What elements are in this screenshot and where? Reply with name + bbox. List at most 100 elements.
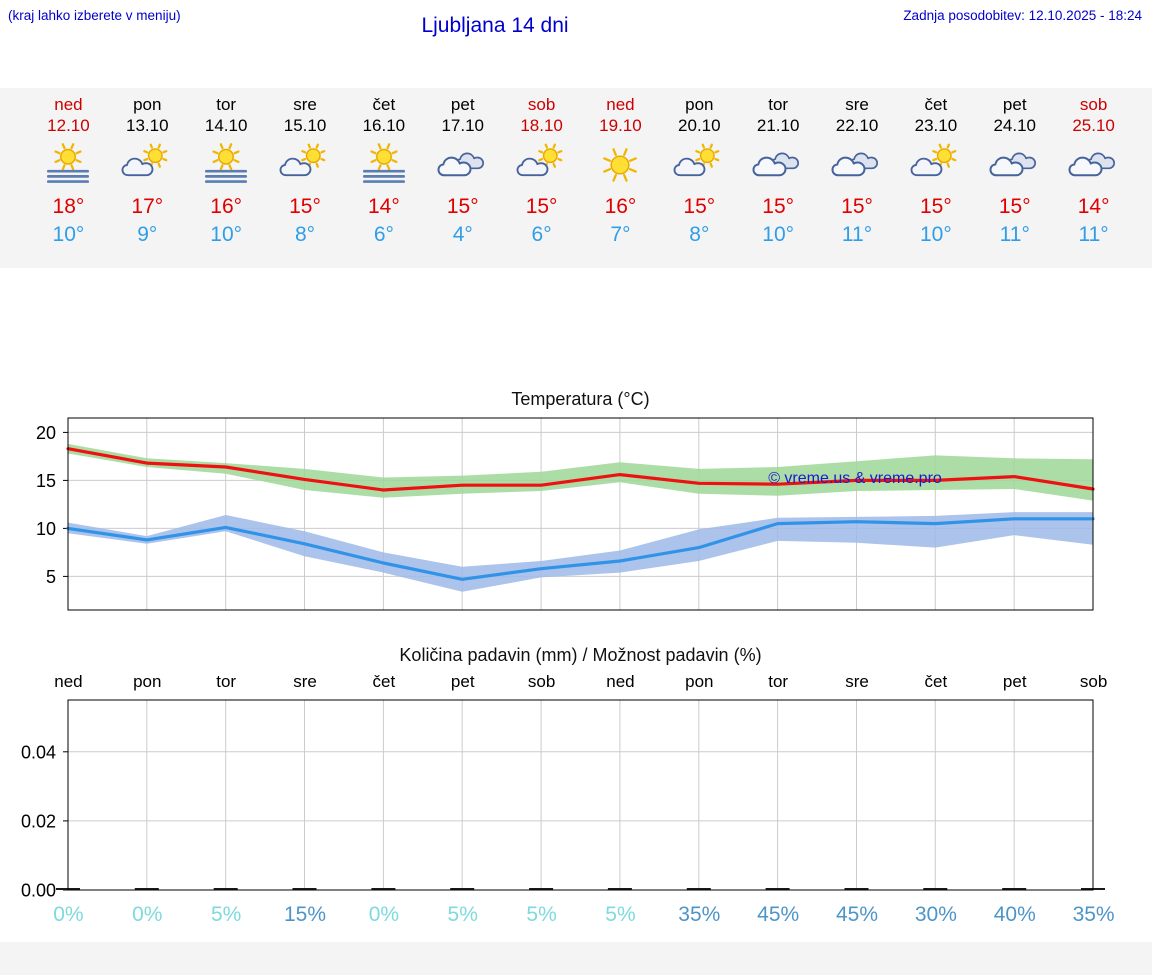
day-date: 19.10 (599, 116, 642, 135)
high-temp: 14° (1077, 195, 1110, 218)
day-name: ned (54, 95, 83, 114)
header-note: (kraj lahko izberete v meniju) (8, 8, 181, 23)
precip-percent: 40% (993, 903, 1036, 926)
high-temp: 15° (841, 195, 873, 218)
day-date: 15.10 (283, 116, 327, 135)
forecast-day: sob 18.10 15° 6° (502, 88, 581, 268)
day-name: čet (372, 95, 396, 114)
low-temp: 7° (610, 223, 631, 246)
precip-day-label: ned (54, 672, 83, 691)
forecast-day: pon 20.10 15° 8° (660, 88, 739, 268)
cloudy-icon (739, 141, 818, 189)
precip-day-label: čet (372, 672, 396, 691)
day-name: tor (216, 95, 237, 114)
high-temp: 18° (52, 195, 85, 218)
fog-sun-icon (344, 141, 423, 189)
precip-percent: 5% (605, 903, 636, 926)
precip-day-label: sre (845, 672, 869, 691)
precip-day-label: ned (606, 672, 635, 691)
low-temp: 6° (373, 223, 394, 246)
fog-sun-icon (29, 141, 108, 189)
svg-text:0.04: 0.04 (21, 742, 56, 762)
high-temp: 15° (762, 195, 795, 218)
day-name: pet (1002, 95, 1027, 114)
low-temp: 10° (762, 223, 795, 246)
day-date: 16.10 (362, 116, 406, 135)
forecast-day: ned 19.10 16° 7° (581, 88, 660, 268)
high-temp: 15° (446, 195, 479, 218)
low-temp: 10° (52, 223, 85, 246)
day-date: 17.10 (441, 116, 484, 135)
footer-strip (0, 942, 1152, 975)
forecast-day: pet 24.10 15° 11° (975, 88, 1054, 268)
high-temp: 15° (683, 195, 716, 218)
precip-day-label: pet (1002, 672, 1027, 691)
precip-day-label: tor (216, 672, 237, 691)
high-temp: 15° (525, 195, 558, 218)
forecast-day: tor 14.10 16° 10° (187, 88, 266, 268)
high-temp: 16° (604, 195, 637, 218)
svg-text:0.00: 0.00 (21, 881, 56, 899)
forecast-day: ned 12.10 18° 10° (29, 88, 108, 268)
day-name: ned (606, 95, 635, 114)
page-title: Ljubljana 14 dni (421, 14, 569, 37)
cloudy-icon (423, 141, 502, 189)
cloudy-icon (1054, 141, 1133, 189)
precip-percent: 0% (368, 903, 400, 926)
precip-day-labels: ned pon tor sre čet pet sob ned pon tor sre čet pet s… (29, 672, 1133, 692)
precipitation-chart: 0.00 0.02 0.04 (0, 698, 1152, 901)
low-temp: 9° (137, 223, 158, 246)
day-date: 24.10 (993, 116, 1037, 135)
low-temp: 11° (1078, 223, 1109, 246)
forecast-day: sob 25.10 14° 11° (1054, 88, 1133, 268)
high-temp: 16° (210, 195, 243, 218)
low-temp: 11° (841, 223, 873, 246)
precip-day-label: pet (450, 672, 475, 691)
day-date: 20.10 (678, 116, 721, 135)
day-name: sre (845, 95, 869, 114)
precip-percent: 5% (447, 903, 478, 926)
forecast-day: pon 13.10 17° 9° (108, 88, 187, 268)
day-name: čet (924, 95, 948, 114)
high-temp: 14° (367, 195, 400, 218)
precip-day-label: čet (924, 672, 948, 691)
low-temp: 4° (452, 223, 473, 246)
low-temp: 10° (210, 223, 243, 246)
day-name: pon (685, 95, 714, 114)
svg-text:20: 20 (36, 423, 56, 443)
watermark: © vreme.us & vreme.pro (768, 470, 942, 487)
svg-text:0.02: 0.02 (21, 811, 56, 831)
day-name: pon (133, 95, 162, 114)
day-name: sre (293, 95, 317, 114)
sunny-icon (581, 141, 660, 189)
forecast-day: sre 22.10 15° 11° (818, 88, 897, 268)
forecast-strip: ned 12.10 18° 10° pon 13.10 17° 9° tor 14.10 16° 10… (0, 88, 1152, 268)
low-temp: 8° (294, 223, 316, 246)
day-name: tor (768, 95, 789, 114)
day-date: 22.10 (835, 116, 879, 135)
cloudy-icon (818, 141, 897, 189)
cloudy-icon (975, 141, 1054, 189)
precipitation-chart-title: Količina padavin (mm) / Možnost padavin … (399, 645, 762, 665)
day-date: 21.10 (756, 116, 800, 135)
day-date: 13.10 (126, 116, 169, 135)
day-date: 18.10 (520, 116, 563, 135)
precip-percent: 45% (836, 903, 879, 926)
svg-text:15: 15 (36, 471, 56, 491)
partly-cloudy-icon (660, 141, 739, 189)
forecast-day: pet 17.10 15° 4° (423, 88, 502, 268)
precip-percent: 35% (1072, 903, 1115, 926)
high-temp: 15° (998, 195, 1031, 218)
partly-cloudy-icon (266, 141, 345, 189)
partly-cloudy-icon (896, 141, 975, 189)
precip-percent: 0% (53, 903, 84, 926)
forecast-day: sre 15.10 15° 8° (266, 88, 345, 268)
partly-cloudy-icon (108, 141, 187, 189)
high-temp: 15° (289, 195, 321, 218)
precip-day-label: pon (133, 672, 162, 691)
precip-day-label: tor (768, 672, 789, 691)
day-date: 23.10 (914, 116, 958, 135)
low-temp: 11° (999, 223, 1030, 246)
precip-day-label: sre (293, 672, 317, 691)
